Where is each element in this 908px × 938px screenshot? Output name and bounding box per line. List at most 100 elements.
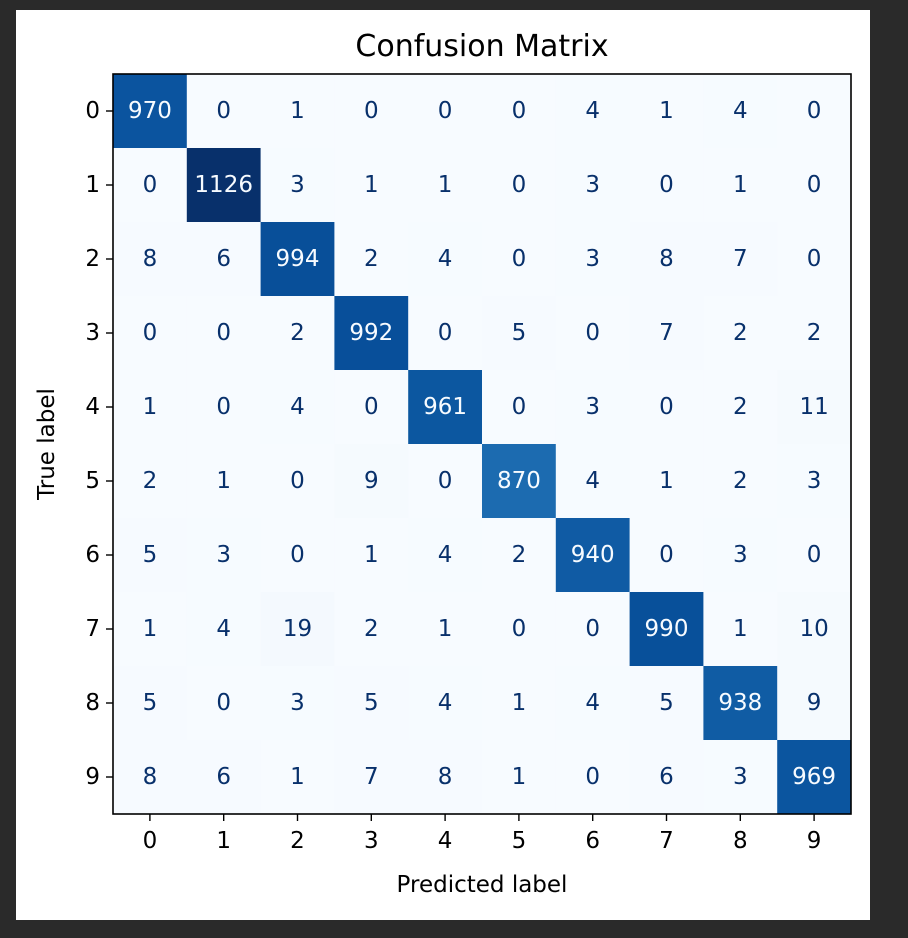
heatmap-cell-value: 1 (364, 542, 379, 568)
heatmap-cell (629, 148, 704, 223)
x-tick-label: 6 (585, 828, 600, 854)
heatmap-cell-value: 3 (733, 542, 748, 568)
y-tick-label: 1 (85, 172, 100, 198)
y-axis-ticks: 0 1 2 3 4 5 6 7 8 9 (85, 98, 113, 790)
heatmap-cell-value: 8 (143, 764, 158, 790)
heatmap-cell-value: 938 (718, 690, 762, 716)
heatmap-cell-value: 1 (659, 98, 674, 124)
heatmap-cell-value: 0 (512, 172, 527, 198)
heatmap-cell-value: 3 (216, 542, 231, 568)
heatmap-cell (113, 592, 188, 667)
heatmap-cell (555, 296, 631, 371)
heatmap-cell-value: 1 (364, 172, 379, 198)
heatmap-cell (334, 296, 409, 371)
heatmap-cell (777, 74, 852, 149)
heatmap-cell (186, 74, 262, 149)
heatmap-cell-value: 0 (216, 690, 231, 716)
heatmap-cell-value: 8 (659, 246, 674, 272)
heatmap-cell-value: 0 (512, 394, 527, 420)
y-tick-label: 9 (85, 764, 100, 790)
heatmap-cell-value: 4 (585, 690, 600, 716)
y-tick-label: 4 (85, 394, 100, 420)
y-tick-label: 3 (85, 320, 100, 346)
heatmap-cell-value: 1 (512, 690, 527, 716)
heatmap-cell-value: 4 (438, 246, 453, 272)
heatmap-cell (629, 740, 704, 815)
x-tick-label: 0 (143, 828, 158, 854)
heatmap-cell-value: 1126 (194, 172, 253, 198)
heatmap-cell (334, 148, 409, 223)
heatmap-cell (482, 370, 557, 445)
heatmap-cell (482, 296, 557, 371)
heatmap-cell (334, 666, 409, 741)
heatmap-cell-value: 3 (585, 246, 600, 272)
heatmap-cell-value: 0 (143, 172, 158, 198)
heatmap-cell-value: 10 (799, 616, 828, 642)
heatmap-cell (334, 444, 409, 519)
heatmap-cell (334, 370, 409, 445)
heatmap-cell (113, 148, 188, 223)
heatmap-cell-value: 5 (512, 320, 527, 346)
heatmap-cell-value: 0 (585, 764, 600, 790)
heatmap-cell (777, 296, 852, 371)
heatmap-cell-value: 0 (585, 616, 600, 642)
heatmap-cell-value: 970 (128, 98, 172, 124)
heatmap-cell-value: 8 (438, 764, 453, 790)
heatmap-cell (260, 666, 335, 741)
heatmap-cell-value: 3 (290, 172, 305, 198)
heatmap-cell-value: 870 (497, 468, 541, 494)
heatmap-cell-value: 0 (290, 468, 305, 494)
heatmap-cell (555, 518, 631, 593)
heatmap-cell (260, 74, 335, 149)
heatmap-cell (408, 370, 483, 445)
heatmap-cell (113, 444, 188, 519)
heatmap-cell (629, 370, 704, 445)
heatmap-cell (186, 222, 262, 297)
heatmap-cell (260, 518, 335, 593)
heatmap-cell-value: 0 (438, 320, 453, 346)
heatmap-cell-value: 9 (364, 468, 379, 494)
heatmap-cell (777, 148, 852, 223)
heatmap-cell (186, 370, 262, 445)
heatmap-cell (703, 370, 778, 445)
heatmap-cell (408, 296, 483, 371)
heatmap-cell-value: 19 (283, 616, 312, 642)
heatmap-cell-value: 0 (512, 246, 527, 272)
heatmap-cell-value: 6 (659, 764, 674, 790)
heatmap-cell (629, 296, 704, 371)
heatmap-cell (260, 370, 335, 445)
heatmap-cell-value: 969 (792, 764, 836, 790)
heatmap-cell (334, 74, 409, 149)
heatmap-cells (113, 74, 852, 815)
heatmap-cell-value: 0 (659, 542, 674, 568)
heatmap-cell-value: 7 (733, 246, 748, 272)
heatmap-cell (703, 296, 778, 371)
axes-frame (112, 73, 852, 815)
heatmap-cell-value: 0 (216, 394, 231, 420)
heatmap-cell (555, 740, 631, 815)
heatmap-cell-value: 1 (143, 394, 158, 420)
heatmap-cell (113, 74, 188, 149)
heatmap-cell-value: 1 (290, 764, 305, 790)
heatmap-cell (482, 74, 557, 149)
y-tick-label: 7 (85, 616, 100, 642)
heatmap-cell (555, 222, 631, 297)
heatmap-cell (555, 370, 631, 445)
heatmap-cell-value: 0 (438, 468, 453, 494)
heatmap-cell-value: 5 (659, 690, 674, 716)
heatmap-cell (408, 740, 483, 815)
heatmap-cell (482, 222, 557, 297)
heatmap-cell (186, 296, 262, 371)
heatmap-cell-value: 2 (807, 320, 822, 346)
x-tick-label: 7 (659, 828, 674, 854)
x-tick-label: 9 (807, 828, 822, 854)
heatmap-cell-value: 0 (807, 172, 822, 198)
heatmap-cell-value: 2 (733, 320, 748, 346)
heatmap-cell-value: 0 (807, 246, 822, 272)
heatmap-cell (334, 222, 409, 297)
heatmap-cell-labels: 970 0 1 0 0 0 4 1 4 00 1126 3 1 1 0 3 0 1 08 6 994 2 4 0 3 8 7 00 0 2… (128, 98, 836, 790)
heatmap-cell (260, 296, 335, 371)
heatmap-cell (777, 518, 852, 593)
heatmap-cell (113, 518, 188, 593)
x-axis-label: Predicted label (397, 872, 568, 898)
